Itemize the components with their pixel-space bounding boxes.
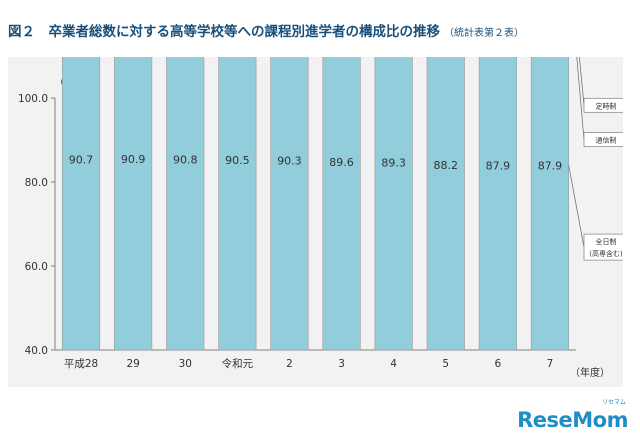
bar-segment [322,57,361,351]
legend-leader-line [576,57,585,140]
x-tick-label: 3 [338,358,345,370]
bar-segment [270,57,309,351]
bar-segment [166,57,205,351]
bar-segment [114,57,153,351]
x-tick-label: 4 [390,358,397,370]
x-tick-label: 5 [442,358,449,370]
chart-panel: 40.060.080.0100.0(%)90.73.62.9平成2890.93.… [8,57,623,387]
legend-label: 定時制 [596,101,617,110]
x-axis-label: （年度） [570,366,610,379]
bar-segment [478,57,517,351]
y-tick-label: 40.0 [25,345,48,357]
bar-value-label: 90.7 [69,154,94,167]
stacked-bar-chart: 40.060.080.0100.0(%)90.73.62.9平成2890.93.… [18,57,623,379]
legend-callout-box [583,97,623,113]
bar-value-label: 90.5 [225,154,250,167]
y-tick-label: 80.0 [25,177,48,189]
legend-callout-box [583,132,623,147]
logo-tagline: リセマム [601,399,626,406]
bar-value-label: 87.9 [486,159,511,172]
chart-title-main: 図２ 卒業者総数に対する高等学校等への課程別進学者の構成比の推移 [8,24,440,40]
x-tick-label: 29 [126,358,139,370]
bar-value-label: 90.3 [277,154,302,167]
bar-value-label: 87.9 [538,159,563,172]
y-tick-label: 60.0 [25,261,48,273]
bar-value-label: 89.6 [329,156,354,169]
chart-title-sub: （統計表第２表） [444,28,524,39]
bar-value-label: 89.3 [381,156,406,169]
legend-label: 通信制 [596,136,617,145]
legend-leader-line [579,57,585,106]
bar-value-label: 90.9 [121,153,146,166]
x-tick-label: 30 [179,358,192,370]
bar-segment [374,57,413,351]
chart-title: 図２ 卒業者総数に対する高等学校等への課程別進学者の構成比の推移 （統計表第２表） [8,20,636,40]
legend-callout-box [583,233,623,261]
x-tick-label: 平成28 [64,358,98,370]
bar-segment [426,57,465,351]
x-tick-label: 2 [286,358,293,370]
legend-label: (高専含む) [589,249,623,258]
x-tick-label: 6 [495,358,502,370]
y-tick-label: 100.0 [18,93,48,105]
bar-value-label: 90.8 [173,153,198,166]
x-tick-label: 7 [547,358,554,370]
resemom-logo: ReseMom [517,408,628,432]
legend-leader-line [568,165,585,248]
bar-segment [530,57,570,351]
legend-label: 全日制 [596,237,617,246]
bar-segment [218,57,257,351]
x-tick-label: 令和元 [222,357,254,370]
bar-segment [61,57,101,351]
bar-value-label: 88.2 [434,159,459,172]
